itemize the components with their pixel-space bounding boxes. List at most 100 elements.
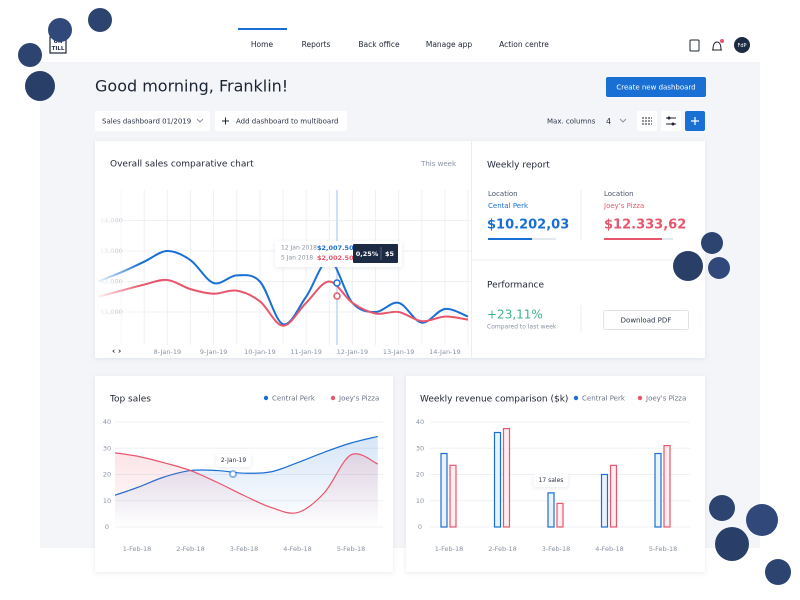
- period: This week: [420, 160, 457, 168]
- tooltip-bg: [534, 474, 568, 487]
- button-bg: [661, 111, 681, 131]
- card-title: Top sales: [109, 395, 151, 405]
- location-name: Cental Perk: [488, 202, 529, 210]
- clipboard-icon[interactable]: [689, 39, 700, 52]
- button-label: Download PDF: [621, 317, 672, 325]
- x-tick-label: 4-Feb-18: [595, 545, 624, 553]
- tooltip: 12 Jan 2018 $2,007.50 5 Jan 2018 $2,002.…: [275, 241, 402, 267]
- tooltip-label: 17 sales: [539, 477, 564, 484]
- y-tick-label: 40: [416, 418, 424, 426]
- x-tick-label: 2-Feb-18: [488, 545, 517, 553]
- performance-caption: Compared to last week: [487, 324, 557, 331]
- tooltip-change: 0,25%: [356, 250, 379, 258]
- button-bg: [603, 310, 689, 330]
- grid-icon: [642, 117, 652, 125]
- x-tick-label: 1-Feb-18: [123, 545, 152, 553]
- x-tick-label: 3-Feb-18: [542, 545, 571, 553]
- legend-label: Joey's Pizza: [338, 395, 379, 403]
- logo: TILL: [52, 46, 65, 52]
- x-tick-label: 2-Feb-18: [176, 545, 205, 553]
- nav-active: [238, 28, 287, 30]
- blueberry: [18, 43, 42, 67]
- max-columns-label: Max. columns: [547, 118, 596, 126]
- legend-label: Central Perk: [582, 395, 626, 403]
- blueberry: [673, 251, 703, 281]
- location-amount: $10.202,03: [487, 218, 569, 233]
- y-tick-label: 10: [416, 497, 424, 505]
- add-widget-button[interactable]: [685, 111, 705, 131]
- bar: [440, 452, 448, 528]
- blueberry: [746, 504, 778, 536]
- chevron: [196, 118, 204, 123]
- legend-label: Central Perk: [272, 395, 316, 403]
- filter-button[interactable]: [661, 111, 681, 131]
- button-bg: [606, 77, 706, 97]
- bell-icon[interactable]: [712, 41, 722, 51]
- location-label: Location: [604, 190, 634, 198]
- line: [115, 452, 379, 514]
- bar: [556, 502, 564, 528]
- progress: [604, 238, 662, 240]
- columns-select[interactable]: 4: [600, 111, 632, 131]
- hover-dot: [229, 470, 237, 478]
- x-tick-label: 10-Jan-19: [244, 348, 276, 356]
- legend-label: Joey's Pizza: [645, 395, 686, 403]
- blueberry: [48, 18, 72, 42]
- prev-arrow[interactable]: ‹: [112, 347, 115, 356]
- x-tick-label: 3-Feb-18: [230, 545, 259, 553]
- nav-item[interactable]: Action centre: [499, 40, 549, 49]
- layout-button[interactable]: [637, 111, 657, 131]
- x-tick-label: 5-Feb-18: [337, 545, 366, 553]
- nav-item[interactable]: Back office: [358, 40, 400, 49]
- nav-item[interactable]: Home: [251, 40, 274, 49]
- plus-icon: [222, 117, 229, 125]
- nav-item[interactable]: Reports: [302, 40, 331, 49]
- x-tick-label: 1-Feb-18: [435, 545, 464, 553]
- slider-knob: [667, 116, 671, 120]
- hover-dot: [333, 279, 341, 287]
- legend-dot: [330, 395, 336, 401]
- slider-knob: [671, 122, 675, 126]
- blueberry: [25, 71, 55, 101]
- card-title: Weekly revenue comparison ($k): [420, 395, 568, 405]
- tooltip-value: $2,002.50: [317, 254, 354, 262]
- card-title: Performance: [487, 281, 544, 291]
- nav-item[interactable]: Manage app: [426, 40, 473, 49]
- charts: $1,000$2,000$3,000$4,0008-Jan-199-Jan-19…: [95, 190, 690, 553]
- avatar-initials: FdP: [737, 43, 746, 49]
- avatar[interactable]: [734, 37, 750, 53]
- bar: [547, 492, 555, 528]
- columns-value: 4: [606, 117, 611, 126]
- select-label: Sales dashboard 01/2019: [102, 118, 191, 126]
- bar: [600, 473, 609, 528]
- button-label: Create new dashboard: [616, 84, 695, 92]
- x-tick-label: 4-Feb-18: [283, 545, 312, 553]
- create-button[interactable]: Create new dashboard: [606, 77, 706, 97]
- tooltip-label: 2-Jan-19: [221, 457, 247, 464]
- bar: [663, 445, 671, 528]
- y-tick-label: 30: [103, 444, 111, 452]
- legend-dot: [637, 395, 643, 401]
- bar: [654, 452, 662, 528]
- add-button[interactable]: Add dashboard to multiboard: [215, 111, 347, 131]
- tooltip-badge: [353, 244, 398, 263]
- x-tick-label: 11-Jan-19: [290, 348, 322, 356]
- download-button[interactable]: Download PDF: [603, 310, 689, 330]
- select-bg: [95, 111, 210, 131]
- next-arrow[interactable]: ›: [118, 347, 121, 356]
- bar: [449, 464, 457, 528]
- logo: UN: [53, 39, 62, 45]
- blueberry: [765, 559, 791, 585]
- tooltip-diff: $5: [385, 250, 395, 258]
- legend-dot: [573, 395, 579, 401]
- performance-change: +23,11%: [487, 308, 543, 322]
- button-bg: [215, 111, 347, 131]
- dashboard-select[interactable]: Sales dashboard 01/2019: [95, 111, 210, 131]
- x-tick-label: 14-Jan-19: [429, 348, 461, 356]
- tooltip-value: $2,007.50: [317, 244, 354, 252]
- location-amount: $12.333,62: [604, 218, 686, 233]
- blueberry: [709, 495, 735, 521]
- nav-bar: [40, 28, 760, 62]
- location-label: Location: [488, 190, 518, 198]
